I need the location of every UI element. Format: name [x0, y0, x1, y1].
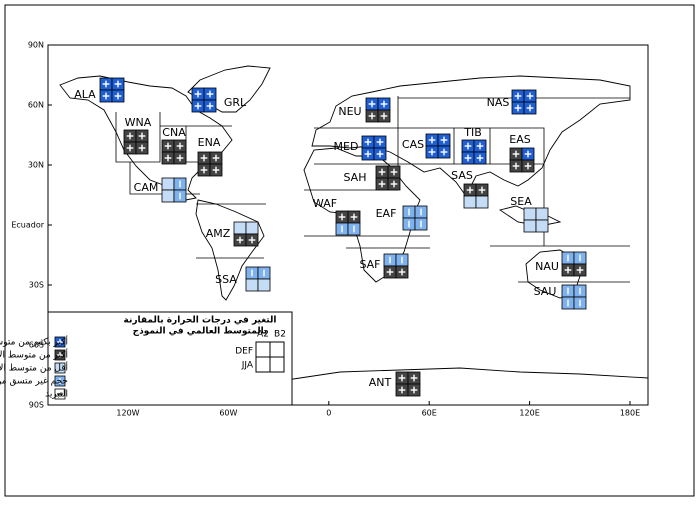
glyph-cell: [475, 195, 489, 209]
region-glyph: [383, 253, 409, 279]
glyph-cell: [535, 207, 549, 221]
region-label: NEU: [338, 105, 361, 118]
region-label: ANT: [369, 376, 392, 389]
region-label: WAF: [313, 197, 337, 210]
axes: 90N 60N 30N Ecuador 30S 60S 90S 120W 60W 0 60E 120E…: [11, 41, 640, 418]
region-glyphs: ALA GRL WNA CNA ENA CAM AMZ SSA NEU MED SAH WAF EAF S…: [74, 77, 587, 397]
region-glyph: [161, 139, 187, 165]
region-label: EAF: [376, 207, 397, 220]
region-glyph: [461, 139, 487, 165]
region-label: SAF: [359, 258, 380, 271]
region-glyph: [123, 129, 149, 155]
legend-item: أكبر من متوسط الاحترار: [0, 349, 68, 361]
glyph-cell: [523, 219, 537, 233]
lat-label: Ecuador: [11, 221, 44, 230]
lon-label: 120W: [116, 409, 139, 418]
glyph-cell: [245, 278, 259, 292]
lat-label: 90S: [29, 401, 44, 410]
lat-label: 90N: [28, 41, 44, 50]
region-label: AMZ: [206, 227, 231, 240]
region-glyph: [463, 183, 489, 209]
glyph-cell: [161, 189, 175, 203]
region-glyph: [425, 133, 451, 159]
legend-title: التغير في درجات الحرارة بالمقارنة: [124, 316, 277, 326]
region-glyph: [509, 147, 535, 173]
legend-item: أقل من متوسط الاحترار: [0, 362, 68, 374]
region-label: SEA: [510, 195, 532, 208]
lon-label: 60W: [219, 409, 237, 418]
region-label: ENA: [198, 136, 221, 149]
lon-label: 60E: [422, 409, 437, 418]
region-label: SAS: [451, 169, 473, 182]
lat-label: 30S: [29, 281, 44, 290]
legend-box: [47, 311, 293, 406]
lon-label: 180E: [620, 409, 640, 418]
region-glyph: [523, 207, 549, 233]
region-boundaries: [115, 96, 630, 283]
region-label: NAS: [487, 96, 510, 109]
region-label: CAM: [134, 181, 159, 194]
region-label: ALA: [74, 88, 96, 101]
season-label: DEF: [235, 347, 253, 357]
lat-label: 60N: [28, 101, 44, 110]
season-label: JJA: [241, 361, 254, 371]
legend-item: أكبر بكثير من متوسط الاحترار: [0, 336, 68, 348]
scenario-label: A2: [257, 330, 269, 340]
lon-label: 120E: [519, 409, 539, 418]
glyph-cell: [233, 221, 247, 235]
region-label: EAS: [509, 133, 530, 146]
glyph-cell: [463, 195, 477, 209]
lat-label: 30N: [28, 161, 44, 170]
legend-item: التبريد: [45, 390, 68, 400]
glyph-cell: [161, 177, 175, 191]
region-glyph: [375, 165, 401, 191]
region-label: CNA: [162, 126, 186, 139]
region-label: SAH: [344, 171, 367, 184]
region-glyph: [197, 151, 223, 177]
region-label: SAU: [534, 285, 557, 298]
region-glyph: [233, 221, 259, 247]
legend-item: حجم غير متسق من الاحترار: [0, 377, 68, 387]
legend: التغير في درجات الحرارة بالمقارنة بالمتو…: [0, 311, 293, 406]
lon-label: 0: [326, 409, 331, 418]
region-glyph: [335, 210, 361, 236]
region-glyph: [361, 135, 387, 161]
region-label: WNA: [125, 116, 152, 129]
region-glyph: [99, 77, 125, 103]
region-glyph: [365, 97, 391, 123]
region-glyph: [561, 251, 587, 277]
region-label: NAU: [535, 260, 559, 273]
region-label: TIB: [463, 126, 482, 139]
glyph-cell: [535, 219, 549, 233]
region-label: SSA: [215, 273, 237, 286]
region-glyph: [402, 205, 428, 231]
legend-title: بالمتوسط العالمي في النموذج: [133, 327, 268, 337]
glyph-cell: [523, 207, 537, 221]
glyph-cell: [54, 362, 66, 374]
region-glyph: [395, 371, 421, 397]
glyph-cell: [257, 278, 271, 292]
region-glyph: [511, 89, 537, 115]
region-label: GRL: [224, 96, 247, 109]
region-glyph: [561, 284, 587, 310]
region-label: MED: [334, 140, 359, 153]
region-glyph: [245, 266, 271, 292]
region-glyph: [191, 87, 217, 113]
region-glyph: [161, 177, 187, 203]
glyph-cell: [245, 221, 259, 235]
lat-label: 60S: [29, 341, 44, 350]
scenario-label: B2: [274, 330, 286, 340]
region-label: CAS: [402, 138, 424, 151]
